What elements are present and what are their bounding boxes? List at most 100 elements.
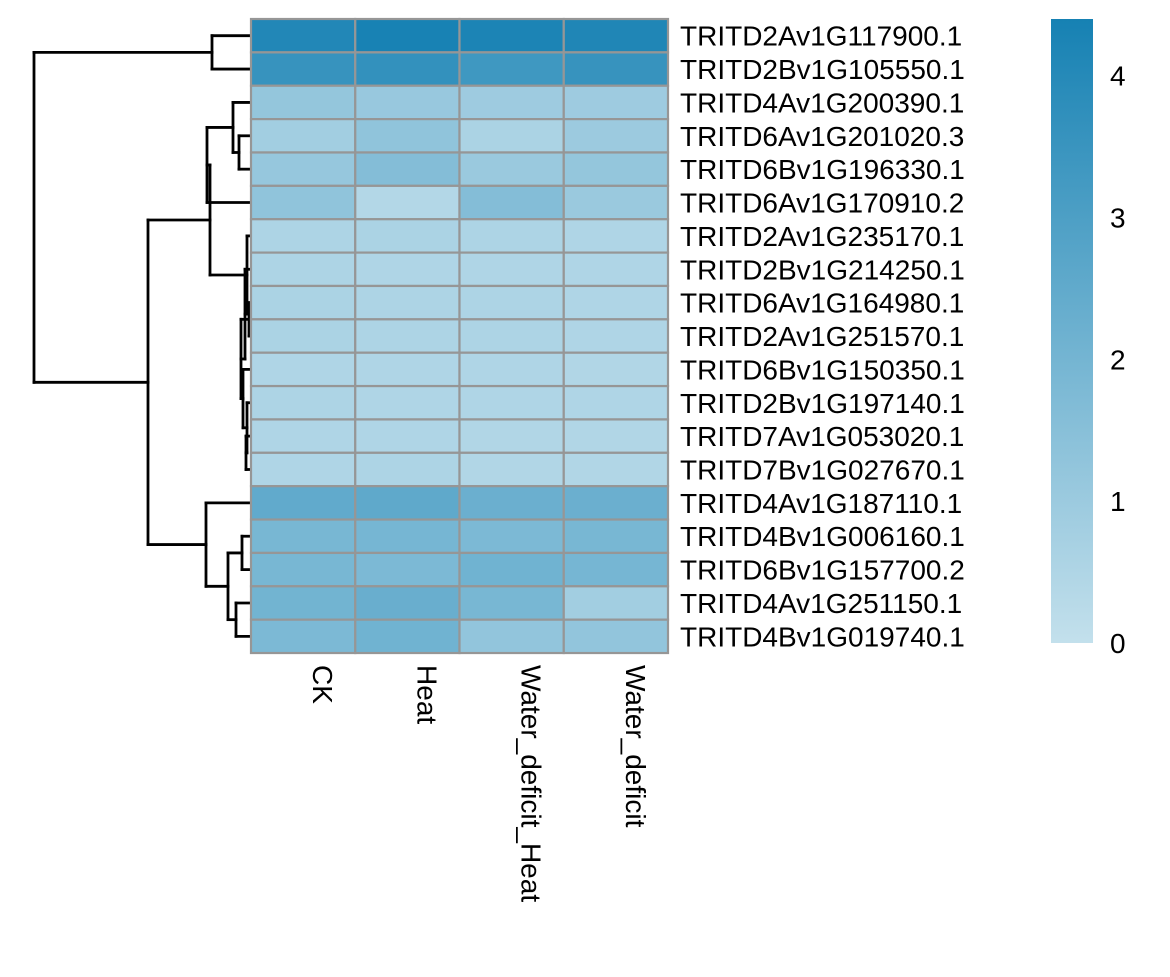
heatmap-cell <box>354 384 461 421</box>
heatmap-cell <box>458 451 565 488</box>
heatmap-cell <box>354 151 461 187</box>
heatmap-cell <box>458 585 565 621</box>
heatmap-cell <box>562 451 670 488</box>
heatmap-cell <box>458 184 565 221</box>
heatmap-cell <box>249 418 357 454</box>
row-dendrogram <box>32 34 253 638</box>
heatmap-cell <box>249 585 357 621</box>
row-label: TRITD6Bv1G196330.1 <box>680 154 965 185</box>
heatmap-cell <box>458 284 565 321</box>
heatmap-cell <box>562 585 670 621</box>
row-label: TRITD2Av1G235170.1 <box>680 221 964 252</box>
row-label: TRITD6Av1G201020.3 <box>680 121 964 152</box>
heatmap-cell <box>354 184 461 221</box>
row-label: TRITD4Av1G251150.1 <box>680 588 962 619</box>
row-label: TRITD6Bv1G150350.1 <box>680 354 965 385</box>
heatmap-cell <box>249 384 357 421</box>
heatmap-cell <box>354 251 461 288</box>
row-label: TRITD7Av1G053020.1 <box>680 421 964 452</box>
heatmap-cell <box>249 551 357 588</box>
heatmap-cell <box>249 251 357 288</box>
heatmap-cell <box>562 118 670 154</box>
heatmap-cell <box>354 51 461 87</box>
heatmap-cell <box>562 151 670 187</box>
heatmap-cell <box>354 84 461 121</box>
row-label: TRITD4Av1G200390.1 <box>680 87 964 118</box>
heatmap-cell <box>458 118 565 154</box>
column-labels: CK Heat Water_deficit_Heat Water_deficit <box>307 665 651 902</box>
row-label: TRITD4Bv1G019740.1 <box>680 621 965 652</box>
heatmap-cell <box>249 318 357 354</box>
column-label: Water_deficit <box>620 665 651 828</box>
heatmap-cell <box>354 284 461 321</box>
heatmap-cell <box>458 151 565 187</box>
heatmap-cell <box>354 118 461 154</box>
heatmap-cell <box>249 184 357 221</box>
heatmap-cell <box>458 17 565 54</box>
heatmap-cell <box>354 485 461 521</box>
column-label: Water_deficit_Heat <box>516 665 547 902</box>
heatmap-cell <box>562 51 670 87</box>
heatmap-cell <box>249 17 357 54</box>
heatmap-cell <box>354 618 461 655</box>
heatmap-cell <box>249 284 357 321</box>
heatmap-cell <box>354 218 461 254</box>
row-label: TRITD2Bv1G197140.1 <box>680 388 965 419</box>
heatmap-cell <box>249 218 357 254</box>
row-label: TRITD2Bv1G105550.1 <box>680 54 965 85</box>
heatmap-cell <box>249 151 357 187</box>
heatmap-cell <box>562 418 670 454</box>
heatmap-cell <box>562 184 670 221</box>
row-labels: TRITD2Av1G117900.1TRITD2Bv1G105550.1TRIT… <box>680 21 965 653</box>
heatmap-cell <box>458 351 565 388</box>
heatmap-cell <box>354 585 461 621</box>
heatmap-cell <box>458 218 565 254</box>
heatmap-cell <box>458 418 565 454</box>
heatmap-cell <box>354 351 461 388</box>
row-label: TRITD4Bv1G006160.1 <box>680 521 965 552</box>
heatmap-cell <box>249 485 357 521</box>
heatmap-cell <box>354 518 461 555</box>
heatmap-cell <box>562 218 670 254</box>
heatmap-cell <box>354 17 461 54</box>
heatmap-cell <box>354 418 461 454</box>
row-label: TRITD6Bv1G157700.2 <box>680 555 965 586</box>
heatmap-cell <box>458 84 565 121</box>
row-label: TRITD7Bv1G027670.1 <box>680 454 965 485</box>
heatmap-cell <box>562 251 670 288</box>
heatmap-cell <box>249 118 357 154</box>
row-label: TRITD6Av1G170910.2 <box>680 188 964 219</box>
color-legend: 0 1 2 3 4 <box>1051 19 1126 659</box>
heatmap-cell <box>562 351 670 388</box>
row-label: TRITD4Av1G187110.1 <box>680 488 962 519</box>
heatmap-cell <box>562 618 670 655</box>
heatmap-cell <box>458 551 565 588</box>
heatmap-cell <box>458 51 565 87</box>
heatmap-cell <box>562 551 670 588</box>
colorbar-tick-label: 4 <box>1110 61 1126 92</box>
heatmap-cell <box>562 318 670 354</box>
column-label: Heat <box>411 665 442 724</box>
row-label: TRITD2Av1G117900.1 <box>680 21 962 52</box>
colorbar-tick-label: 3 <box>1110 203 1126 234</box>
heatmap-cell <box>458 251 565 288</box>
heatmap-cell <box>458 618 565 655</box>
heatmap-cell <box>354 451 461 488</box>
heatmap-cell <box>354 551 461 588</box>
row-label: TRITD2Bv1G214250.1 <box>680 254 965 285</box>
heatmap-cell <box>249 518 357 555</box>
column-label: CK <box>307 665 338 704</box>
heatmap-cell <box>458 485 565 521</box>
heatmap-cell <box>249 84 357 121</box>
heatmap-cell <box>249 618 357 655</box>
heatmap-cell <box>249 51 357 87</box>
row-label: TRITD6Av1G164980.1 <box>680 288 964 319</box>
heatmap-cell <box>458 518 565 555</box>
heatmap-cell <box>458 384 565 421</box>
heatmap-cell <box>354 318 461 354</box>
row-label: TRITD2Av1G251570.1 <box>680 321 964 352</box>
heatmap-cell <box>249 351 357 388</box>
heatmap-cell <box>562 284 670 321</box>
colorbar-tick-label: 0 <box>1110 628 1126 659</box>
